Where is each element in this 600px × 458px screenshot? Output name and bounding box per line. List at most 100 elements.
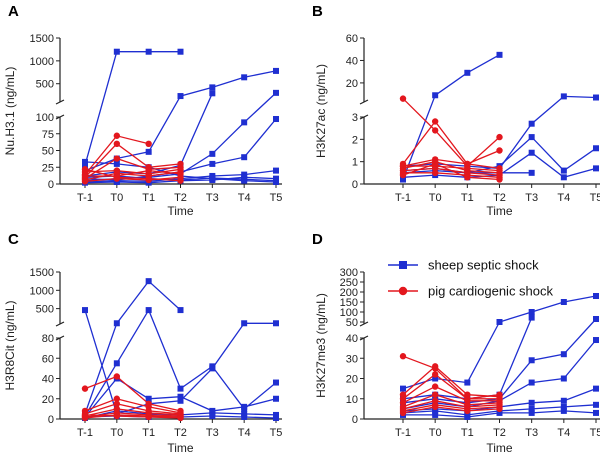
data-point-circle <box>399 409 407 417</box>
data-point-circle <box>431 127 439 134</box>
series-line-sheep <box>82 48 184 169</box>
series-line <box>84 176 181 182</box>
data-point-square <box>145 278 152 285</box>
x-tick-label: T0 <box>110 427 123 439</box>
axis-break-mark <box>55 99 65 105</box>
y-tick-label: 60 <box>346 33 358 45</box>
data-point-square <box>241 320 248 327</box>
y-tick-label: 1500 <box>30 33 54 45</box>
data-point-square <box>593 165 599 172</box>
y-tick-label: 20 <box>42 394 54 406</box>
data-point-square <box>177 393 184 400</box>
data-point-square <box>432 375 439 382</box>
data-point-square <box>273 379 279 386</box>
legend-label: sheep septic shock <box>428 258 539 273</box>
y-tick-label: 20 <box>346 374 358 386</box>
series-line <box>84 142 181 178</box>
y-tick-label: 2 <box>352 134 358 146</box>
data-point-square <box>209 84 216 91</box>
data-point-circle <box>496 133 503 141</box>
y-tick-label: 1000 <box>30 285 54 297</box>
data-point-circle <box>431 160 439 168</box>
y-tick-label: 1500 <box>30 267 54 279</box>
data-point-square <box>145 307 152 314</box>
y-tick-label: 0 <box>48 414 54 426</box>
y-tick-label: 25 <box>42 162 54 174</box>
series-line-pig <box>399 403 503 417</box>
data-point-circle <box>81 166 89 173</box>
series-line <box>84 408 181 417</box>
x-tick-label: T5 <box>270 192 283 204</box>
y-tick-label: 500 <box>36 79 54 91</box>
series-line-sheep <box>400 293 599 392</box>
y-tick-label: 1000 <box>30 56 54 68</box>
data-point-square <box>145 148 152 155</box>
data-point-square <box>464 69 471 76</box>
legend-item: sheep septic shock <box>388 258 539 273</box>
data-point-square <box>528 405 535 412</box>
y-axis-title: H3R8Cit (ng/mL) <box>3 300 17 390</box>
panel-label: C <box>8 231 19 248</box>
axis-break-mark <box>359 321 369 327</box>
series-line <box>402 365 500 398</box>
data-point-square <box>273 411 279 418</box>
data-point-square <box>273 395 279 402</box>
data-point-square <box>82 158 88 165</box>
data-point-square <box>209 409 216 416</box>
data-point-square <box>593 401 599 408</box>
x-tick-label: T1 <box>142 427 155 439</box>
data-point-square <box>560 93 567 100</box>
y-tick-label: 150 <box>340 297 358 309</box>
legend-marker-circle <box>398 286 408 296</box>
data-point-square <box>177 307 184 314</box>
data-point-square <box>209 90 216 97</box>
data-point-circle <box>431 118 439 125</box>
data-point-circle <box>496 167 503 174</box>
data-point-square <box>273 167 279 174</box>
data-point-circle <box>145 167 152 174</box>
series-line-pig <box>399 160 503 183</box>
y-axis-title: Nu.H3.1 (ng/mL) <box>3 67 17 156</box>
series-line-sheep <box>400 93 599 172</box>
data-point-square <box>560 407 567 414</box>
x-axis-title: Time <box>486 204 513 218</box>
y-tick-label: 20 <box>346 78 358 90</box>
data-point-circle <box>113 174 121 181</box>
legend: sheep septic shock pig cardiogenic shock <box>388 258 554 299</box>
data-point-square <box>560 351 567 358</box>
series-line-pig <box>81 166 184 184</box>
panel-label: B <box>312 3 323 20</box>
data-point-square <box>528 357 535 364</box>
data-point-square <box>528 149 535 156</box>
data-point-square <box>560 174 567 181</box>
data-point-circle <box>145 140 152 147</box>
data-point-square <box>528 134 535 141</box>
data-point-square <box>241 154 248 161</box>
data-point-square <box>209 412 216 419</box>
x-tick-label: T0 <box>429 192 442 204</box>
data-point-square <box>241 177 248 184</box>
data-point-square <box>273 320 279 327</box>
y-tick-label: 40 <box>346 55 358 67</box>
series-line-pig <box>81 411 184 422</box>
data-point-square <box>177 93 184 100</box>
data-point-circle <box>496 176 503 183</box>
y-tick-label: 10 <box>346 394 358 406</box>
data-point-circle <box>113 132 121 139</box>
y-tick-label: 60 <box>42 353 54 365</box>
data-point-circle <box>399 353 407 360</box>
x-tick-label: T-1 <box>77 192 93 204</box>
x-tick-label: T0 <box>110 192 123 204</box>
data-point-square <box>113 48 120 55</box>
series-line <box>402 404 500 412</box>
series-line <box>402 158 500 170</box>
data-point-square <box>528 309 535 315</box>
series-line <box>402 385 500 404</box>
y-tick-label: 40 <box>346 333 358 345</box>
panel-label: D <box>312 231 323 248</box>
data-point-circle <box>145 175 152 182</box>
y-axis-title: H3K27me3 (ng/mL) <box>314 293 328 398</box>
data-point-square <box>560 403 567 410</box>
data-point-circle <box>496 405 503 413</box>
